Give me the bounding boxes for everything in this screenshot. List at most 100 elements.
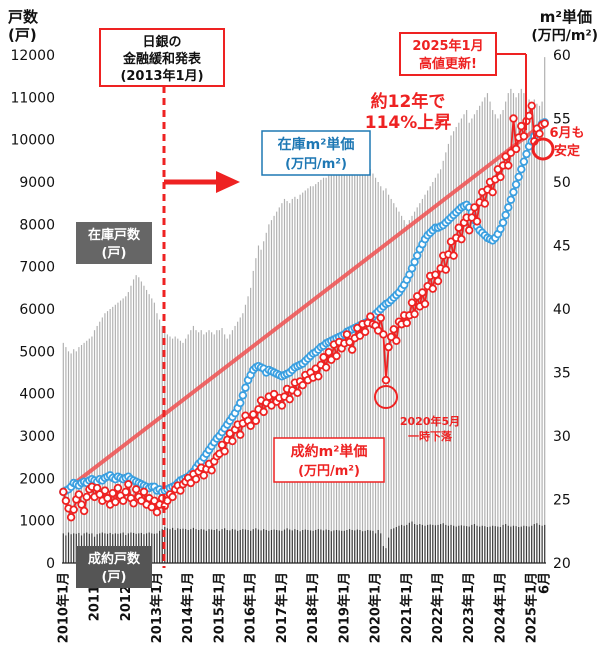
inventory-bar bbox=[140, 281, 142, 563]
inventory-price-point bbox=[238, 391, 248, 400]
inventory-bar bbox=[484, 97, 486, 563]
inventory-price-point bbox=[498, 218, 508, 227]
contract-price-point bbox=[332, 351, 341, 361]
contract-price-point bbox=[236, 430, 245, 439]
inventory-price-point bbox=[236, 398, 245, 408]
contract-bar bbox=[221, 529, 223, 563]
contract-bar bbox=[216, 529, 218, 563]
inventory-bar bbox=[195, 330, 197, 563]
inventory-bar bbox=[86, 340, 88, 563]
inventory-bar bbox=[518, 93, 520, 563]
contract-bar bbox=[525, 526, 528, 563]
inventory-price-point bbox=[501, 210, 510, 220]
contract-bar bbox=[406, 524, 408, 563]
inventory-bar bbox=[278, 207, 280, 563]
contract-price-point bbox=[108, 488, 117, 498]
contract-bar bbox=[393, 528, 395, 563]
contract-bar bbox=[476, 525, 478, 563]
inventory-bar bbox=[380, 186, 382, 563]
contract-bar bbox=[499, 527, 502, 563]
inventory-price-label-box bbox=[261, 130, 371, 176]
contract-bar bbox=[185, 529, 187, 563]
inventory-bar bbox=[544, 57, 546, 563]
y-right-tick: 25 bbox=[553, 493, 571, 509]
y-right-tick: 40 bbox=[553, 302, 571, 318]
y-right-title-2: (万円/m²) bbox=[531, 28, 598, 44]
inventory-bar bbox=[476, 110, 478, 564]
inventory-bar bbox=[372, 173, 374, 564]
contract-price-point bbox=[79, 506, 89, 516]
contract-bar bbox=[390, 529, 392, 563]
contract-bar bbox=[354, 530, 356, 563]
contract-bar bbox=[286, 528, 288, 563]
contract-bar bbox=[419, 524, 421, 563]
contract-bar bbox=[278, 530, 280, 563]
inventory-bar bbox=[520, 88, 522, 563]
contract-bar bbox=[502, 524, 504, 563]
inventory-units-label-box bbox=[76, 222, 152, 264]
contract-price-point bbox=[228, 436, 237, 446]
y-right-tick: 20 bbox=[553, 556, 571, 572]
contract-bar bbox=[458, 525, 460, 563]
inventory-bar bbox=[408, 220, 410, 563]
contract-price-point bbox=[384, 342, 393, 352]
dip-label-1: 2020年5月 bbox=[400, 414, 460, 428]
inventory-bar bbox=[151, 298, 153, 563]
contract-bar bbox=[62, 533, 64, 563]
contract-bars bbox=[62, 521, 546, 563]
inventory-bar bbox=[390, 198, 392, 563]
inventory-bar bbox=[330, 173, 332, 564]
contract-bar bbox=[67, 532, 70, 563]
inventory-price-point bbox=[506, 195, 516, 204]
inventory-bar bbox=[421, 198, 423, 563]
contract-bar bbox=[364, 530, 366, 563]
contract-bar bbox=[283, 529, 286, 563]
contract-bar bbox=[359, 529, 361, 563]
trend-line bbox=[62, 120, 546, 494]
contract-bar bbox=[302, 529, 304, 563]
inventory-bar bbox=[148, 294, 150, 563]
inventory-price-point bbox=[511, 180, 521, 189]
x-tick-label: 2010年1月 bbox=[55, 572, 71, 643]
contract-bar bbox=[531, 525, 533, 563]
inventory-bar bbox=[65, 347, 67, 563]
contract-bar bbox=[479, 526, 481, 563]
boj-label-3: (2013年1月) bbox=[120, 68, 203, 84]
contract-bar bbox=[382, 546, 384, 563]
inventory-price-point bbox=[504, 203, 513, 212]
contract-price-point bbox=[121, 487, 130, 497]
contract-bar bbox=[281, 530, 283, 563]
inventory-bar bbox=[158, 319, 161, 563]
contract-price-point bbox=[457, 234, 466, 244]
inventory-bar bbox=[96, 325, 98, 563]
inventory-bar bbox=[434, 177, 436, 563]
contract-price-point bbox=[428, 284, 438, 293]
contract-units-label-box bbox=[76, 546, 152, 588]
inventory-bar bbox=[247, 296, 249, 563]
y-left-tick: 4000 bbox=[19, 387, 55, 403]
inventory-bar bbox=[70, 353, 72, 563]
contract-price-point bbox=[152, 508, 162, 517]
contract-price-point bbox=[59, 487, 68, 497]
inventory-bar bbox=[494, 114, 496, 564]
contract-bar bbox=[200, 529, 202, 563]
inventory-bar bbox=[512, 93, 515, 563]
contract-bar bbox=[320, 529, 322, 563]
contract-bar bbox=[229, 530, 231, 563]
x-tick-label: 2022年1月 bbox=[430, 572, 446, 643]
contract-bar bbox=[398, 525, 400, 563]
y-left-tick: 7000 bbox=[19, 260, 55, 276]
x-tick-label: 2015年1月 bbox=[211, 572, 227, 643]
contract-price-point bbox=[465, 226, 474, 235]
inventory-bar bbox=[91, 336, 93, 563]
contract-price-point bbox=[410, 309, 419, 319]
inventory-price-point bbox=[522, 149, 531, 159]
inventory-bar bbox=[367, 165, 369, 564]
contract-bar bbox=[494, 526, 496, 563]
contract-bar bbox=[211, 529, 213, 563]
contract-price-point bbox=[418, 288, 427, 297]
inventory-bar bbox=[374, 177, 377, 563]
inventory-bar bbox=[62, 342, 64, 563]
inventory-bar bbox=[473, 114, 476, 564]
